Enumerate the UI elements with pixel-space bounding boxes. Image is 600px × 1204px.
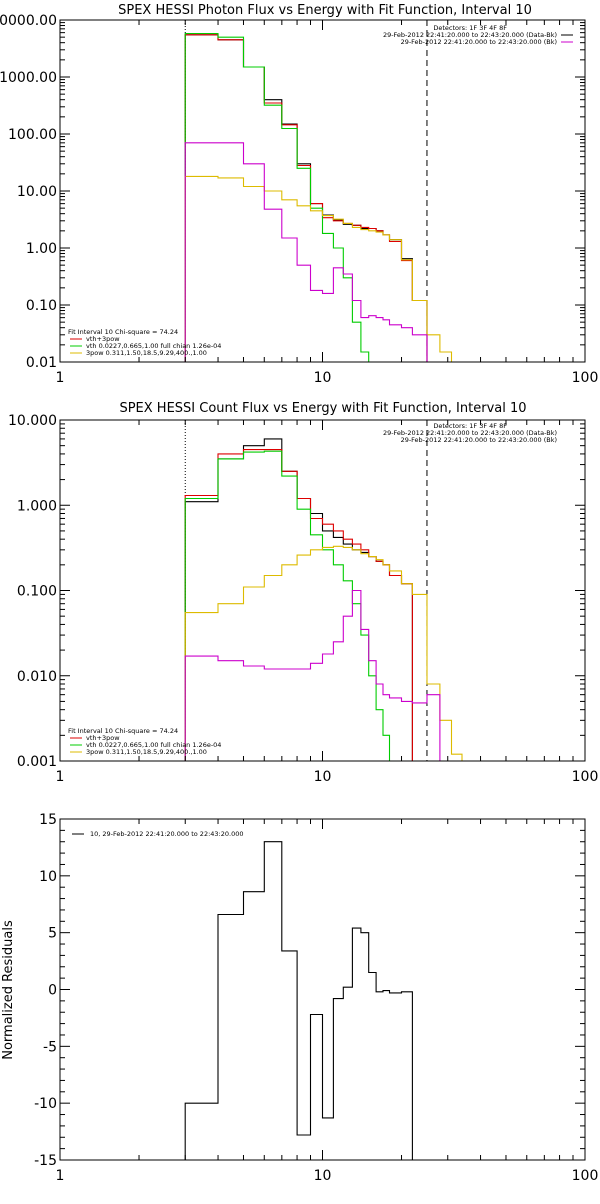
panel1-legend-model: vth+3pow: [86, 335, 120, 343]
panel2-legend-detectors: Detectors: 1F 3F 4F 8F: [433, 422, 507, 430]
x-tick-label: 10: [314, 1168, 332, 1184]
panel1-series-4: [184, 175, 453, 362]
panel1-series-3: [184, 32, 370, 362]
y-tick-label: 100.00: [8, 127, 57, 143]
x-tick-label: 1: [56, 1168, 65, 1184]
y-tick-label: -10: [34, 1096, 57, 1112]
x-tick-label: 1: [56, 769, 65, 785]
panel2-series-3: [184, 450, 402, 761]
panel1-title: SPEX HESSI Photon Flux vs Energy with Fi…: [118, 3, 532, 18]
y-tick-label: 0.100: [17, 584, 57, 600]
panel2-legend-data: 29-Feb-2012 22:41:20.000 to 22:43:20.000…: [383, 429, 557, 437]
x-tick-label: 100: [572, 1168, 599, 1184]
y-tick-label: 1000.00: [0, 70, 57, 86]
panel2-series-5: [184, 589, 441, 761]
y-tick-label: 10000.00: [0, 13, 57, 29]
panel1-frame: [59, 19, 586, 363]
panel2-title: SPEX HESSI Count Flux vs Energy with Fit…: [119, 401, 526, 416]
panel1-series-1: [184, 34, 428, 362]
panel1-legend-detectors: Detectors: 1F 3F 4F 8F: [433, 24, 507, 32]
panel1-legend-bk: 29-Feb-2012 22:41:20.000 to 22:43:20.000…: [401, 38, 557, 46]
y-tick-label: 5: [48, 926, 57, 942]
panel1-legend-vth: vth 0.0227,0.665,1.00 full chian 1.26e-0…: [86, 342, 221, 350]
panel1-legend-fit: Fit Interval 10 Chi-square = 74.24: [68, 328, 178, 336]
y-tick-label: -15: [34, 1153, 57, 1169]
panel2-legend-model: vth+3pow: [86, 734, 120, 742]
x-tick-label: 1: [56, 370, 65, 386]
residuals-panel: 1 10 100 -15 -10 -5 0 5 10 15 Normalized Residual…: [1, 812, 598, 1184]
y-tick-label: 0: [48, 983, 57, 999]
y-tick-label: 0.10: [26, 298, 57, 314]
x-tick-label: 100: [572, 370, 599, 386]
y-tick-label: 0.01: [26, 355, 57, 371]
panel2-series-2: [184, 449, 413, 761]
panel2-legend-3pow: 3pow 0.311,1.50,18.5,9.29,400.,1.00: [86, 748, 207, 756]
panel1-legend-3pow: 3pow 0.311,1.50,18.5,9.29,400.,1.00: [86, 349, 207, 357]
photon-flux-panel: SPEX HESSI Photon Flux vs Energy with Fi…: [0, 3, 598, 386]
count-flux-panel: SPEX HESSI Count Flux vs Energy with Fit…: [8, 34, 599, 785]
panel1-series-2: [184, 34, 428, 362]
panel2-frame: [59, 419, 586, 762]
y-tick-label: 10.000: [8, 413, 57, 429]
panel1-legend-data: 29-Feb-2012 22:41:20.000 to 22:43:20.000…: [383, 31, 557, 39]
residuals-legend: 10, 29-Feb-2012 22:41:20.000 to 22:43:20…: [90, 830, 243, 838]
panel2-legend-fit: Fit Interval 10 Chi-square = 74.24: [68, 727, 178, 735]
panel1-series-5: [184, 142, 428, 362]
y-tick-label: 1.00: [26, 241, 57, 257]
y-tick-label: 0.001: [17, 754, 57, 770]
y-tick-label: 10: [39, 869, 57, 885]
x-tick-label: 10: [314, 769, 332, 785]
y-tick-label: -5: [43, 1039, 57, 1055]
x-tick-label: 10: [314, 370, 332, 386]
panel2-series-1: [184, 438, 413, 761]
y-tick-label: 15: [39, 812, 57, 828]
y-tick-label: 10.00: [17, 184, 57, 200]
panel2-legend-bk: 29-Feb-2012 22:41:20.000 to 22:43:20.000…: [401, 436, 557, 444]
panel2-legend-vth: vth 0.0227,0.665,1.00 full chian 1.26e-0…: [86, 741, 221, 749]
residuals-ylabel: Normalized Residuals: [1, 920, 16, 1060]
y-tick-label: 0.010: [17, 669, 57, 685]
x-tick-label: 100: [572, 769, 599, 785]
panel2-series-4: [184, 545, 463, 761]
y-tick-label: 1.000: [17, 498, 57, 514]
panel3-series-1: [184, 841, 413, 1160]
